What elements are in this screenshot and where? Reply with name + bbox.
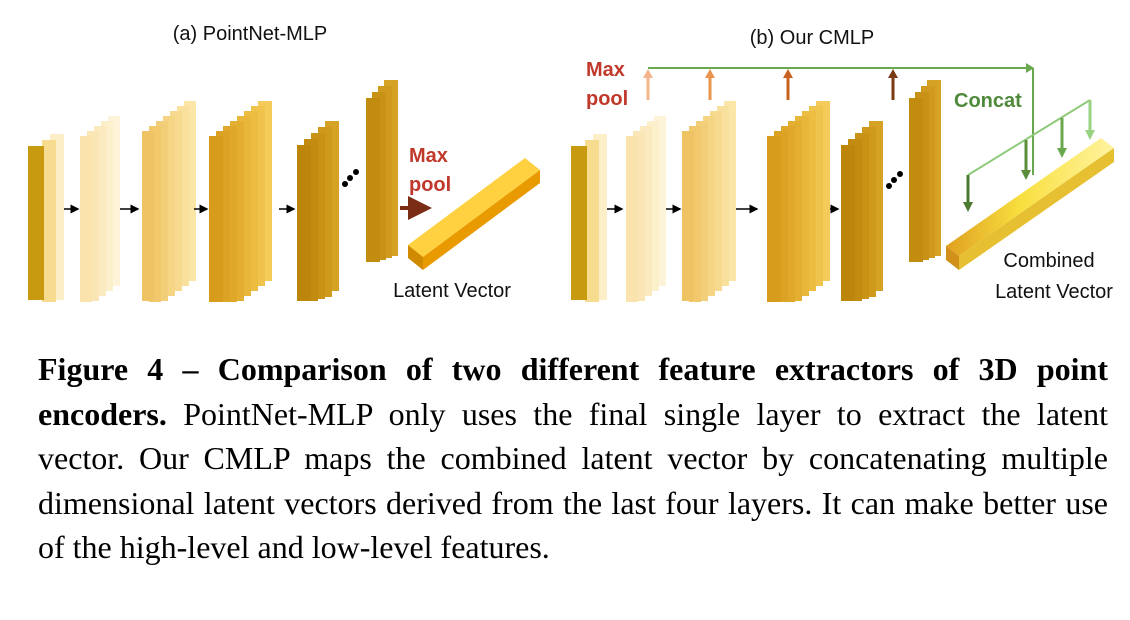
panel-a-title: (a) PointNet-MLP: [173, 23, 328, 45]
panel-b-layer-group-2: [626, 116, 666, 302]
panel-a-latent-label: Latent Vector: [393, 280, 511, 302]
panel-b-combined-latent-vector: [946, 138, 1114, 270]
panel-a-ellipsis-dots: [342, 169, 359, 187]
panel-b-concat-top-line: [648, 63, 1034, 175]
panel-a-layer-group-6: [366, 80, 398, 262]
panel-b-maxpool-arrows: [643, 69, 898, 100]
diagram-canvas: (a) PointNet-MLP: [28, 23, 1114, 303]
panel-a-layer-group-5: [297, 121, 339, 301]
panel-b-ellipsis-dots: [886, 171, 903, 189]
panel-b-layer-group-4: [767, 101, 830, 302]
panel-a-layer-group-3: [142, 101, 196, 302]
panel-b-layer-group-3: [682, 101, 736, 302]
panel-b-latent-label-1: Combined: [1003, 250, 1094, 272]
panel-b-layer-group-5: [841, 121, 883, 301]
panel-a-maxpool-label-1: Max: [409, 145, 448, 167]
panel-b-concat-distribution: [963, 99, 1095, 212]
caption-title: Figure 4 – Comparison of two different f…: [38, 351, 1108, 432]
panel-a-layer-group-2: [80, 116, 120, 302]
panel-b: (b) Our CMLP: [571, 27, 1114, 303]
panel-b-maxpool-label-2: pool: [586, 88, 628, 110]
panel-a-latent-vector: [408, 158, 540, 270]
panel-a: (a) PointNet-MLP: [28, 23, 540, 302]
panel-b-layer-group-6: [909, 80, 941, 262]
caption-body: PointNet-MLP only uses the final single …: [38, 395, 1108, 566]
panel-b-concat-label: Concat: [954, 90, 1022, 112]
panel-b-maxpool-label-1: Max: [586, 59, 625, 81]
panel-a-maxpool-label-2: pool: [409, 174, 451, 196]
panel-b-layer-group-1: [571, 134, 607, 302]
figure-caption: Figure 4 – Comparison of two different f…: [38, 347, 1108, 570]
panel-a-layer-group-4: [209, 101, 272, 302]
panel-b-latent-label-2: Latent Vector: [995, 281, 1113, 303]
panel-a-layer-group-1: [28, 134, 64, 302]
panel-b-title: (b) Our CMLP: [750, 27, 874, 49]
